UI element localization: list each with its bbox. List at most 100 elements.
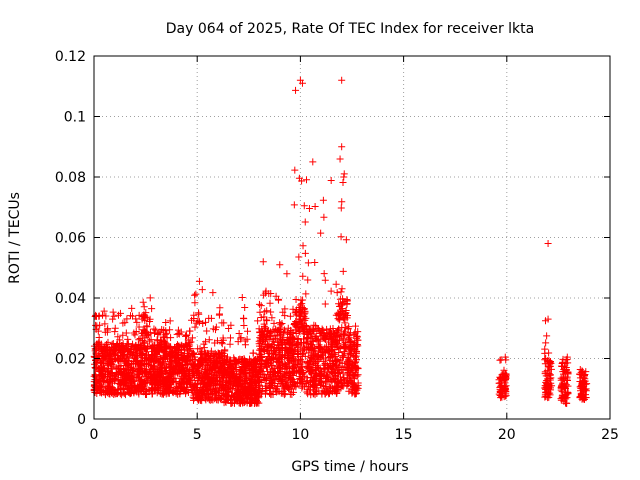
data-point (338, 352, 346, 360)
data-point (277, 335, 285, 343)
data-point (249, 357, 257, 365)
data-point (226, 340, 234, 348)
data-point (225, 374, 233, 382)
data-point (294, 349, 302, 357)
data-point (340, 374, 348, 382)
data-point (243, 358, 251, 366)
data-point (272, 387, 280, 395)
data-point (329, 333, 337, 341)
data-point (335, 300, 343, 308)
data-point (263, 363, 271, 371)
data-point (542, 339, 550, 347)
data-point (109, 339, 117, 347)
data-point (103, 347, 111, 355)
data-point (268, 366, 276, 374)
data-point (285, 341, 293, 349)
data-point (125, 347, 133, 355)
data-point (309, 325, 317, 333)
data-point (212, 323, 220, 331)
data-point (496, 384, 504, 392)
data-point (328, 357, 336, 365)
y-tick-label: 0.12 (55, 49, 86, 65)
data-point (250, 358, 258, 366)
data-point (323, 369, 331, 377)
data-point (499, 373, 507, 381)
data-point (500, 377, 508, 385)
data-point (344, 354, 352, 362)
data-point (205, 336, 213, 344)
data-point (176, 390, 184, 398)
data-point (256, 328, 264, 336)
data-point (351, 385, 359, 393)
data-point (231, 356, 239, 364)
data-point (334, 327, 342, 335)
data-point (216, 304, 224, 312)
data-point (277, 345, 285, 353)
data-point (210, 358, 218, 366)
data-point (148, 390, 156, 398)
data-point (162, 390, 170, 398)
data-point (309, 390, 317, 398)
data-point (280, 338, 288, 346)
data-point (153, 387, 161, 395)
data-point (141, 344, 149, 352)
data-point (138, 378, 146, 386)
data-point (237, 335, 245, 343)
data-point (322, 335, 330, 343)
data-point (177, 367, 185, 375)
data-point (337, 288, 345, 296)
data-point (138, 364, 146, 372)
data-point (309, 158, 317, 166)
data-point (335, 349, 343, 357)
data-point (234, 396, 242, 404)
data-point (286, 331, 294, 339)
data-point (317, 229, 325, 237)
data-point (283, 270, 291, 278)
data-point (275, 375, 283, 383)
data-point (257, 346, 265, 354)
data-point (237, 380, 245, 388)
data-point (274, 326, 282, 334)
data-point (315, 347, 323, 355)
data-point (206, 367, 214, 375)
data-point (313, 352, 321, 360)
data-point (291, 166, 299, 174)
data-point (218, 340, 226, 348)
data-point (98, 382, 106, 390)
data-point (311, 203, 319, 211)
data-point (276, 349, 284, 357)
data-point (227, 321, 235, 329)
data-point (219, 336, 227, 344)
data-point (195, 277, 203, 285)
data-point (181, 349, 189, 357)
data-point (268, 355, 276, 363)
data-point (179, 355, 187, 363)
data-point (318, 368, 326, 376)
data-point (276, 261, 284, 269)
data-point (307, 340, 315, 348)
data-point (134, 353, 142, 361)
data-point (119, 331, 127, 339)
data-point (261, 374, 269, 382)
data-point (111, 328, 119, 336)
data-point (324, 329, 332, 337)
data-point (338, 143, 346, 151)
data-point (192, 387, 200, 395)
data-point (195, 310, 203, 318)
data-point (274, 327, 282, 335)
data-point (339, 178, 347, 186)
data-point (91, 364, 99, 372)
data-point (250, 378, 258, 386)
data-point (120, 372, 128, 380)
x-tick-label: 25 (601, 427, 619, 443)
data-point (351, 353, 359, 361)
data-point (227, 368, 235, 376)
data-point (171, 357, 179, 365)
data-point (298, 300, 306, 308)
data-point (111, 324, 119, 332)
data-point (148, 305, 156, 313)
data-point (244, 327, 252, 335)
data-point (312, 335, 320, 343)
data-point (132, 345, 140, 353)
data-point (269, 376, 277, 384)
